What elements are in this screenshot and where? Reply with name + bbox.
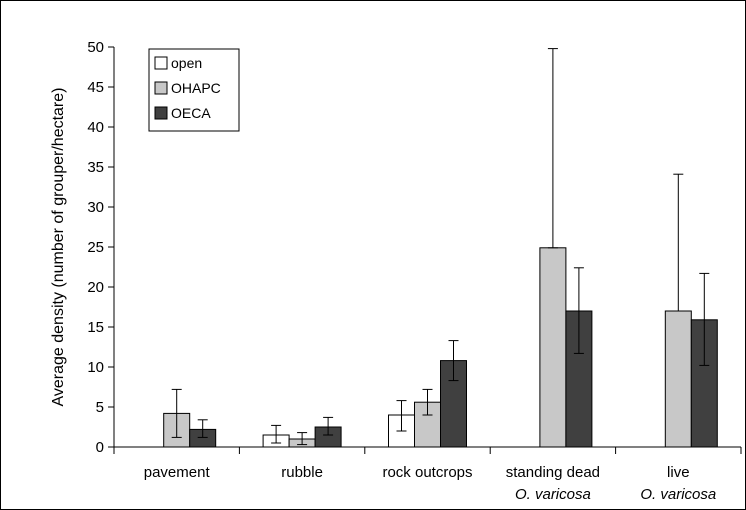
y-tick-label: 25	[87, 239, 104, 256]
x-category-label: rock outcrops	[382, 464, 472, 481]
y-tick-label: 15	[87, 319, 104, 336]
y-axis: 0 5 10 15 20 25 30 35 40 45 50	[87, 39, 115, 456]
x-category-label: pavement	[144, 464, 211, 481]
bar-marks	[163, 247, 718, 448]
y-axis-title: Average density (number of grouper/hecta…	[50, 88, 67, 407]
legend: open OHAPC OECA	[148, 48, 240, 132]
error-bars	[171, 48, 710, 446]
legend-swatch-oeca	[154, 106, 168, 120]
x-category-label: rubble	[281, 464, 323, 481]
x-category-sublabel: O. varicosa	[640, 486, 716, 503]
x-axis: pavement rubble rock outcrops standing dead…	[113, 446, 742, 503]
y-tick-label: 35	[87, 159, 104, 176]
x-category-sublabel: O. varicosa	[515, 486, 591, 503]
bar-ohapc	[539, 247, 567, 448]
legend-swatch-open	[154, 56, 168, 70]
legend-label-open: open	[171, 55, 202, 71]
y-tick-label: 5	[96, 399, 104, 416]
y-tick-label: 0	[96, 439, 104, 456]
y-tick-label: 30	[87, 199, 104, 216]
legend-label-oeca: OECA	[171, 105, 211, 121]
x-category-label: live	[667, 464, 690, 481]
y-tick-label: 10	[87, 359, 104, 376]
x-category-label: standing dead	[506, 464, 600, 481]
y-tick-label: 45	[87, 79, 104, 96]
legend-label-ohapc: OHAPC	[171, 80, 221, 96]
legend-swatch-ohapc	[154, 81, 168, 95]
y-tick-label: 20	[87, 279, 104, 296]
bar-ohapc	[664, 310, 692, 448]
y-tick-label: 40	[87, 119, 104, 136]
y-tick-label: 50	[87, 39, 104, 56]
